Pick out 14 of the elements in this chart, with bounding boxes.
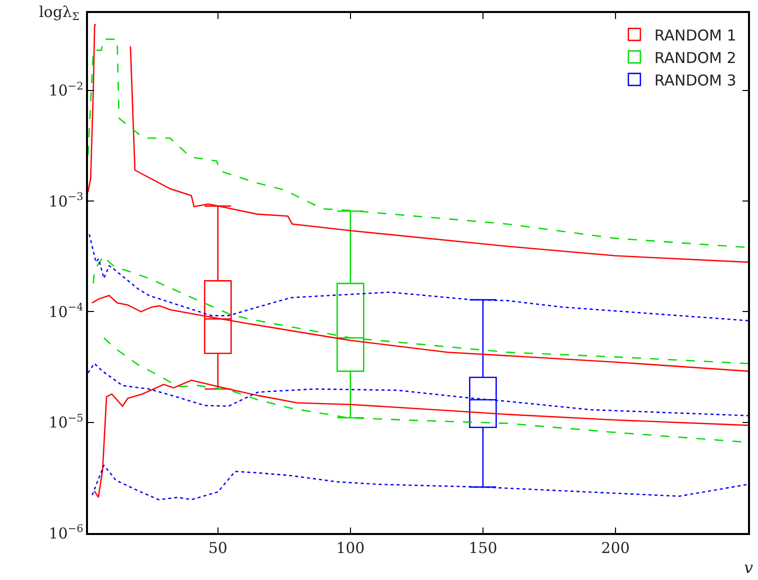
x-tick-label: 150 xyxy=(468,538,498,557)
x-tick-label: 100 xyxy=(336,538,365,557)
y-tick-label: 10$^{−2}$ xyxy=(48,80,84,100)
legend-label: RANDOM 3 xyxy=(654,71,736,90)
y-tick-label: 10$^{−4}$ xyxy=(48,302,84,321)
x-tick-label: 200 xyxy=(601,538,630,557)
legend-label: RANDOM 2 xyxy=(654,48,736,67)
x-tick-label: 50 xyxy=(208,538,228,557)
y-tick-label: 10$^{−3}$ xyxy=(48,190,84,210)
legend-label: RANDOM 1 xyxy=(654,26,736,44)
y-axis-title: logλ$_{Σ}$ xyxy=(39,3,80,24)
x-axis-title: v xyxy=(744,558,754,577)
y-tick-label: 10$^{−6}$ xyxy=(48,522,84,542)
y-tick-label: 10$^{−5}$ xyxy=(48,412,84,432)
